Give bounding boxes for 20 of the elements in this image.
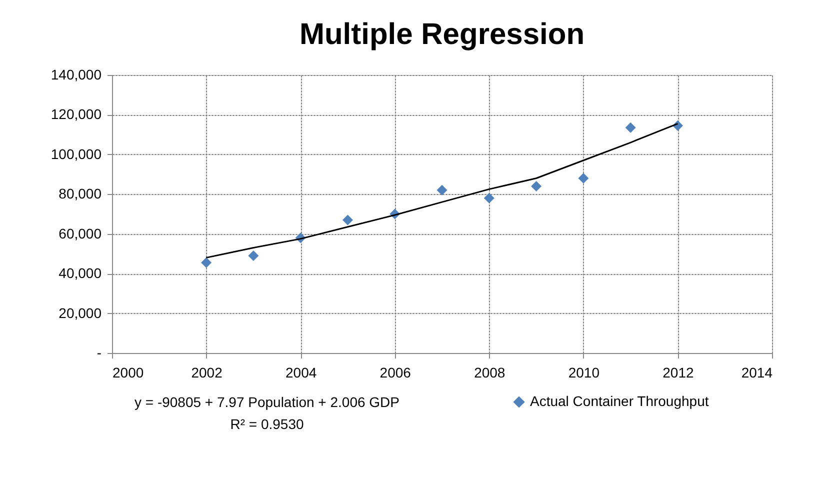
y-tick-label: 140,000 [50,66,102,82]
text: y = -90805 + 7.97 Population + 2.006 GDP [134,394,400,410]
y-tick-label: 60,000 [58,225,102,242]
text: R² = 0.9530 [230,416,304,432]
y-tick-label: - [96,344,102,360]
chart-title: Multiple Regression [299,18,585,51]
y-tick-label: 100,000 [50,146,102,162]
y-tick-label: 120,000 [50,106,102,122]
x-tick-label: 2010 [568,364,600,380]
y-tick-label: 40,000 [58,265,102,282]
x-tick-label: 2008 [474,364,506,380]
x-tick-label: 2006 [380,364,412,380]
x-tick-label: 2014 [741,364,773,380]
x-tick-label: 2000 [112,364,144,380]
x-tick-label: 2002 [191,364,223,380]
x-tick-label: 2012 [662,364,694,380]
y-tick-label: 80,000 [58,186,102,202]
x-tick-label: 2004 [285,364,317,380]
legend-label: Actual Container Throughput [530,393,709,409]
y-tick-label: 20,000 [58,304,102,321]
